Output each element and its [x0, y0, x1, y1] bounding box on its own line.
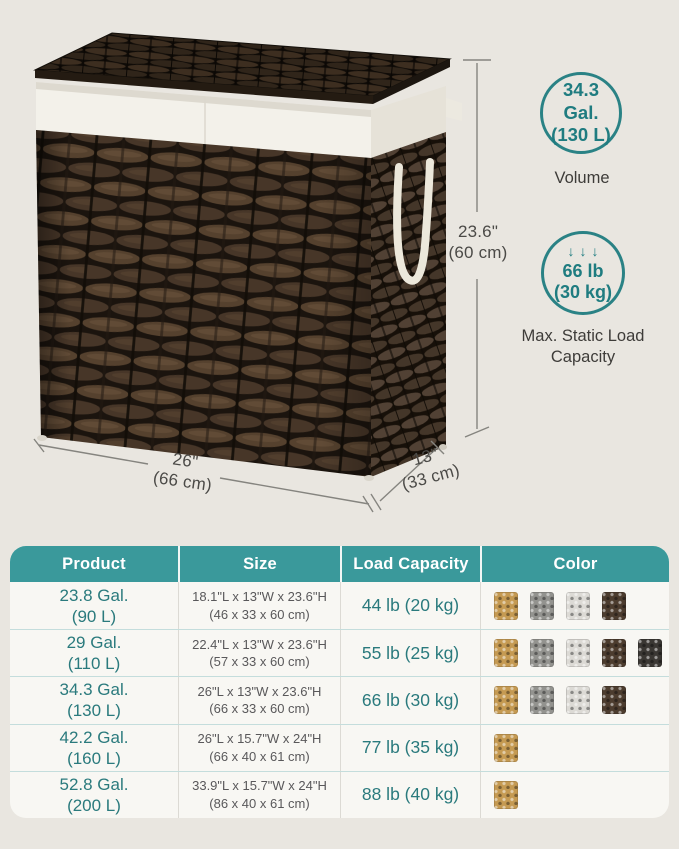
load-badge: ↓↓↓ 66 lb (30 kg)	[541, 231, 625, 315]
foot	[364, 475, 374, 481]
size-cell: 33.9"L x 15.7"W x 24"H (86 x 40 x 61 cm)	[178, 771, 340, 818]
height-dimension-label: 23.6" (60 cm)	[437, 221, 519, 263]
color-swatch-brown	[602, 591, 626, 620]
header-load-capacity: Load Capacity	[340, 546, 480, 582]
liner-side	[371, 86, 446, 158]
liner-front-shadow	[36, 82, 371, 117]
color-cell	[480, 677, 669, 724]
spec-table-header: Product Size Load Capacity Color	[10, 546, 669, 582]
volume-value-line2: (130 L)	[551, 124, 611, 146]
product-cell: 34.3 Gal. (130 L)	[59, 680, 129, 721]
volume-value-line1: 34.3 Gal.	[562, 79, 599, 123]
color-swatch-white	[566, 591, 590, 620]
size-cell: 22.4"L x 13"W x 23.6"H (57 x 33 x 60 cm)	[178, 630, 340, 677]
hamper-front-shading	[36, 130, 371, 477]
foot	[439, 444, 447, 450]
volume-label: Volume	[554, 169, 610, 187]
load-capacity-cell: 44 lb (20 kg)	[340, 582, 480, 630]
color-swatch-camel	[494, 780, 518, 809]
load-label-line1: Max. Static Load	[521, 327, 645, 345]
load-label: Max. Static Load Capacity	[497, 326, 669, 368]
down-arrows-icon: ↓↓↓	[567, 243, 604, 259]
color-swatch-camel	[494, 686, 518, 715]
volume-badge: 34.3 Gal. (130 L)	[540, 72, 622, 154]
color-cell	[480, 771, 669, 818]
dimension-lines	[33, 59, 491, 513]
side-handle-strap	[393, 158, 434, 285]
color-swatch-brown	[602, 639, 626, 668]
table-row: 42.2 Gal. (160 L) 26"L x 15.7"W x 24"H (…	[10, 723, 669, 771]
load-capacity-cell: 88 lb (40 kg)	[340, 771, 480, 818]
color-swatch-white	[566, 686, 590, 715]
table-row: 52.8 Gal. (200 L) 33.9"L x 15.7"W x 24"H…	[10, 770, 669, 818]
color-swatch-black	[638, 639, 662, 668]
foot	[37, 435, 47, 441]
color-cell	[480, 582, 669, 630]
color-swatch-brown	[602, 686, 626, 715]
height-metric: (60 cm)	[448, 243, 508, 263]
table-row: 29 Gal. (110 L) 22.4"L x 13"W x 23.6"H (…	[10, 629, 669, 677]
color-cell	[480, 724, 669, 771]
load-label-line2: Capacity	[550, 347, 616, 366]
color-swatch-camel	[494, 591, 518, 620]
load-capacity-cell: 66 lb (30 kg)	[340, 677, 480, 724]
size-cell: 18.1"L x 13"W x 23.6"H (46 x 33 x 60 cm)	[178, 582, 340, 630]
product-cell: 29 Gal. (110 L)	[66, 633, 122, 674]
spec-table: Product Size Load Capacity Color 23.8 Ga…	[10, 546, 669, 818]
hamper-product-image	[33, 32, 491, 513]
color-cell	[480, 630, 669, 677]
header-product: Product	[62, 554, 126, 573]
load-value-line1: 66 lb	[562, 260, 604, 281]
color-swatch-white	[566, 639, 590, 668]
load-capacity-cell: 77 lb (35 kg)	[340, 724, 480, 771]
color-swatch-gray	[530, 591, 554, 620]
liner-tab	[446, 98, 462, 121]
load-capacity-cell: 55 lb (25 kg)	[340, 630, 480, 677]
product-cell: 23.8 Gal. (90 L)	[59, 585, 129, 626]
size-cell: 26"L x 13"W x 23.6"H (66 x 33 x 60 cm)	[178, 677, 340, 724]
color-swatch-gray	[530, 686, 554, 715]
header-color: Color	[480, 546, 669, 582]
color-swatch-camel	[494, 733, 518, 762]
hamper-lid-right-edge	[373, 59, 450, 104]
color-swatch-camel	[494, 639, 518, 668]
color-swatch-gray	[530, 639, 554, 668]
product-cell: 52.8 Gal. (200 L)	[59, 774, 129, 815]
hamper-side-face	[371, 132, 446, 477]
size-cell: 26"L x 15.7"W x 24"H (66 x 40 x 61 cm)	[178, 724, 340, 771]
liner-front	[36, 82, 371, 158]
product-cell: 42.2 Gal. (160 L)	[59, 727, 129, 768]
load-value-line2: (30 kg)	[553, 281, 613, 302]
table-row: 34.3 Gal. (130 L) 26"L x 13"W x 23.6"H (…	[10, 676, 669, 724]
header-size: Size	[178, 546, 340, 582]
spec-table-body: 23.8 Gal. (90 L) 18.1"L x 13"W x 23.6"H …	[10, 582, 669, 818]
hamper-lid-front-edge	[35, 70, 373, 104]
height-imperial: 23.6"	[457, 222, 499, 241]
table-row: 23.8 Gal. (90 L) 18.1"L x 13"W x 23.6"H …	[10, 582, 669, 630]
